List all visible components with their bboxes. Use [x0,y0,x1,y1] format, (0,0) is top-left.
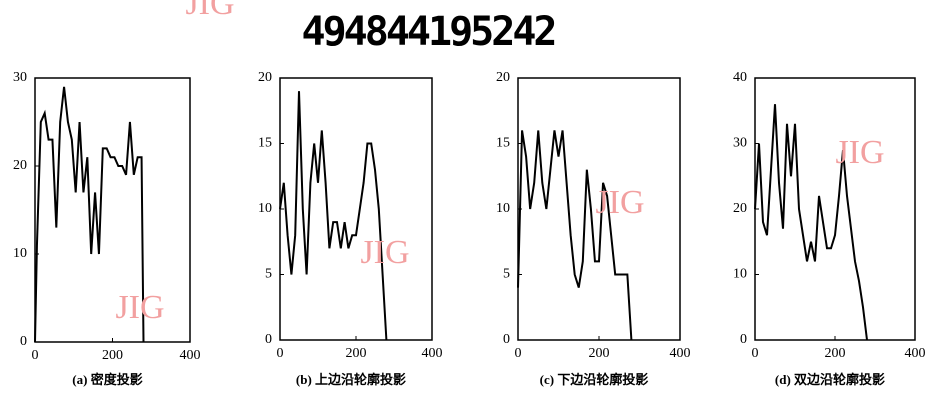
x-tick-label: 200 [825,346,846,361]
data-line [280,91,386,340]
plot-frame [35,78,190,342]
caption: (a) 密度投影 [72,372,142,387]
x-tick-label: 0 [515,346,522,361]
watermark: JIG [185,0,234,22]
plot-frame [755,78,915,340]
caption: (d) 双边沿轮廓投影 [775,372,885,387]
x-tick-label: 0 [32,348,39,363]
figure: 494844195242 01020300200400(a) 密度投影05101… [0,0,926,394]
caption: (c) 下边沿轮廓投影 [540,372,649,387]
y-tick-label: 5 [503,267,510,282]
y-tick-label: 5 [265,267,272,282]
x-tick-label: 200 [346,346,367,361]
watermark: JIG [835,134,884,171]
y-tick-label: 40 [733,70,747,85]
x-tick-label: 0 [277,346,284,361]
y-tick-label: 15 [496,136,510,151]
data-line [518,130,631,340]
y-tick-label: 20 [733,201,747,216]
y-tick-label: 10 [258,201,272,216]
x-tick-label: 400 [670,346,691,361]
y-tick-label: 0 [265,332,272,347]
y-tick-label: 30 [733,136,747,151]
y-tick-label: 20 [496,70,510,85]
y-tick-label: 20 [258,70,272,85]
x-tick-label: 400 [180,348,201,363]
y-tick-label: 10 [13,246,27,261]
y-tick-label: 0 [740,332,747,347]
x-tick-label: 200 [589,346,610,361]
y-tick-label: 0 [503,332,510,347]
y-tick-label: 30 [13,70,27,85]
y-tick-label: 20 [13,158,27,173]
x-tick-label: 200 [102,348,123,363]
y-tick-label: 10 [496,201,510,216]
watermark: JIG [595,184,644,221]
x-tick-label: 0 [752,346,759,361]
x-tick-label: 400 [905,346,926,361]
watermark: JIG [360,234,409,271]
x-tick-label: 400 [422,346,443,361]
y-tick-label: 10 [733,267,747,282]
caption: (b) 上边沿轮廓投影 [296,372,406,387]
watermark: JIG [115,289,164,326]
y-tick-label: 0 [20,334,27,349]
y-tick-label: 15 [258,136,272,151]
header-number: 494844195242 [302,9,555,55]
